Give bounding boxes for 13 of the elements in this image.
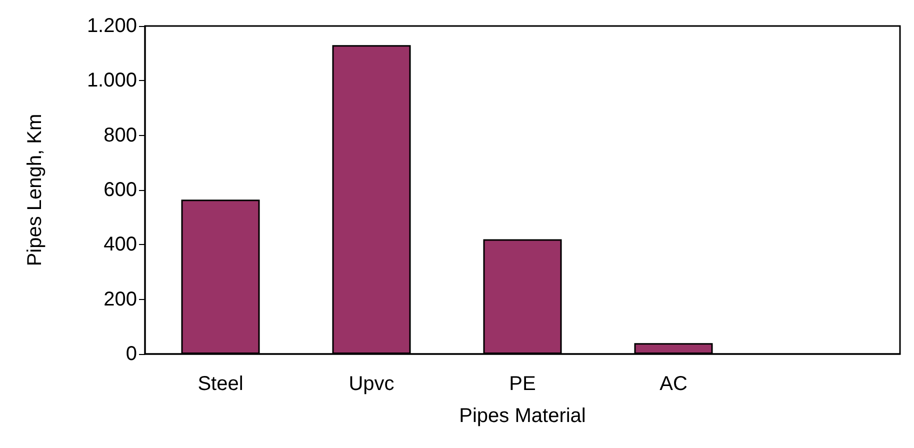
y-axis-title: Pipes Lengh, Km [24,114,46,266]
y-tick-label: 600 [104,179,137,201]
y-tick-label: 0 [126,343,137,365]
y-tick-label: 800 [104,124,137,146]
x-axis-title: Pipes Material [459,405,586,427]
y-tick-label: 1.200 [86,15,137,37]
y-tick-label: 400 [104,234,137,256]
x-tick-label: AC [660,373,688,395]
y-tick-label: 1.000 [86,70,137,92]
y-tick-label: 200 [104,288,137,310]
x-tick-label: PE [509,373,536,395]
x-tick-label: Upvc [348,373,394,395]
x-tick-label: Steel [198,373,244,395]
